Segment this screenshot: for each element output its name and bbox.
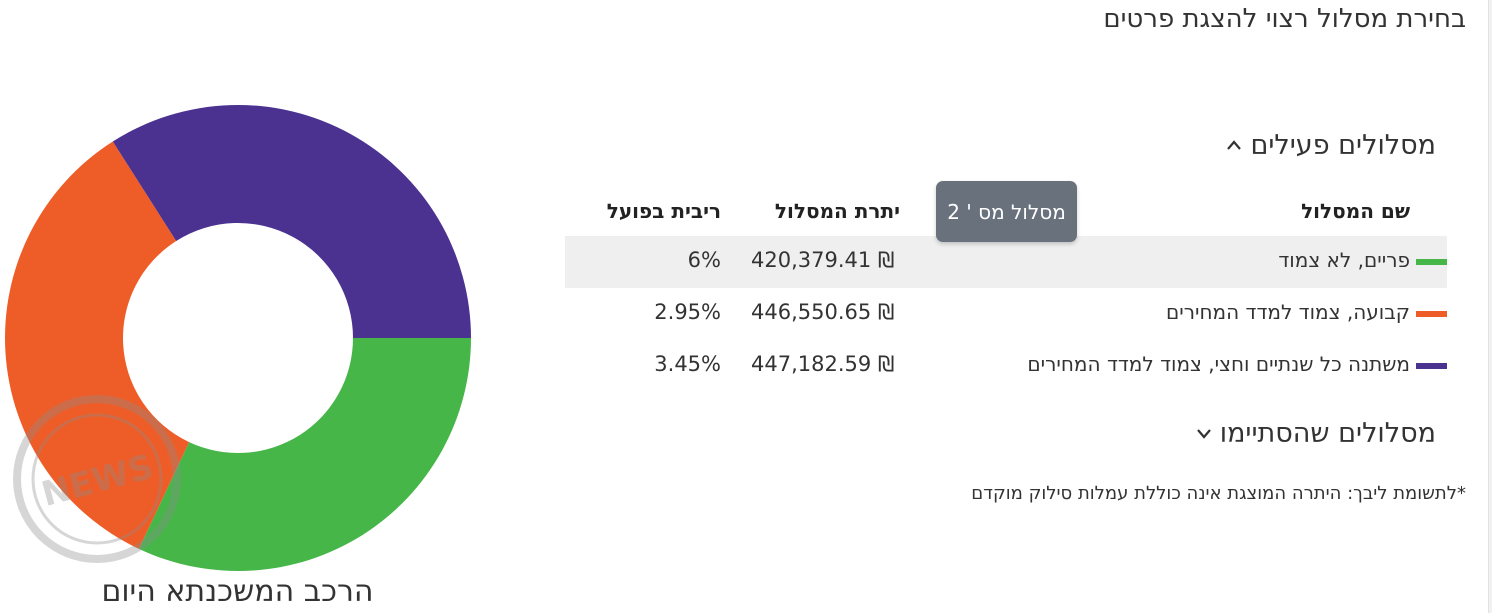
- ended-tracks-label: מסלולים שהסתיימו: [1219, 418, 1436, 449]
- ended-tracks-toggle[interactable]: מסלולים שהסתיימו: [1196, 418, 1436, 449]
- page-title: בחירת מסלול רצוי להצגת פרטים: [1103, 4, 1466, 34]
- table-row[interactable]: פריים, לא צמוד 420,379.41 ₪ 6%: [565, 236, 1447, 288]
- legend-swatch: [1416, 259, 1447, 265]
- chevron-up-icon: [1226, 136, 1242, 155]
- watermark-logo: NEWS: [13, 395, 181, 563]
- track-rate: 2.95%: [654, 300, 721, 324]
- active-tracks-label: מסלולים פעילים: [1250, 130, 1436, 161]
- donut-chart: [5, 104, 471, 571]
- footnote: *לתשומת ליבך: היתרה המוצגת אינה כוללת עמ…: [971, 483, 1466, 504]
- table-row[interactable]: קבועה, צמוד למדד המחירים 446,550.65 ₪ 2.…: [565, 288, 1447, 340]
- legend-swatch: [1416, 363, 1447, 369]
- legend-swatch: [1416, 311, 1447, 317]
- column-header-name: שם המסלול: [1301, 199, 1410, 223]
- column-header-rate: ריבית בפועל: [606, 199, 721, 223]
- watermark-text: NEWS: [37, 447, 157, 515]
- track-name: פריים, לא צמוד: [1278, 248, 1410, 272]
- track-balance: 446,550.65 ₪: [751, 300, 895, 324]
- column-header-balance: יתרת המסלול: [774, 199, 900, 223]
- chevron-down-icon: [1196, 424, 1212, 443]
- donut-slice-2[interactable]: [5, 141, 190, 549]
- donut-slice-1[interactable]: [138, 338, 471, 571]
- donut-slice-3[interactable]: [112, 104, 471, 338]
- track-name: קבועה, צמוד למדד המחירים: [1165, 300, 1410, 324]
- track-name: משתנה כל שנתיים וחצי, צמוד למדד המחירים: [1027, 352, 1410, 376]
- track-balance: 420,379.41 ₪: [751, 248, 895, 272]
- active-tracks-toggle[interactable]: מסלולים פעילים: [1226, 130, 1436, 161]
- chart-caption: הרכב המשכנתא היום: [101, 574, 374, 609]
- track-rate: 6%: [687, 248, 721, 272]
- chart-tooltip: מסלול מס ' 2: [936, 181, 1077, 242]
- track-rate: 3.45%: [654, 352, 721, 376]
- track-balance: 447,182.59 ₪: [751, 352, 895, 376]
- scrollbar[interactable]: [1488, 0, 1492, 613]
- table-row[interactable]: משתנה כל שנתיים וחצי, צמוד למדד המחירים …: [565, 340, 1447, 392]
